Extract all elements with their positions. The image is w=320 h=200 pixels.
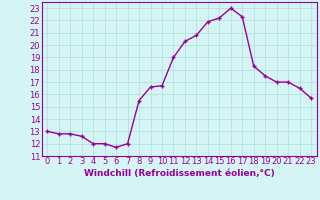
X-axis label: Windchill (Refroidissement éolien,°C): Windchill (Refroidissement éolien,°C) bbox=[84, 169, 275, 178]
